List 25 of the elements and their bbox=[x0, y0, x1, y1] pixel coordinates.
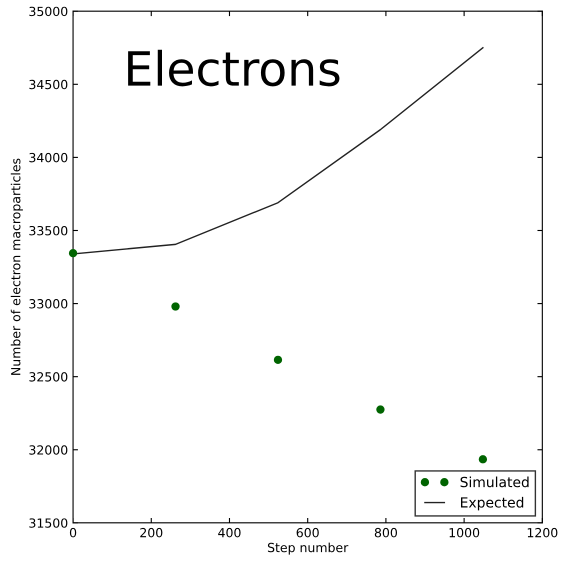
y-tick-label: 33000 bbox=[29, 299, 68, 309]
y-tick-label: 33500 bbox=[29, 226, 68, 236]
point bbox=[274, 356, 282, 364]
x-axis-title: Step number bbox=[268, 542, 348, 555]
x-tick-label: 200 bbox=[140, 528, 162, 538]
legend-label: Simulated bbox=[460, 476, 529, 488]
y-tick-label: 31500 bbox=[29, 518, 68, 528]
y-tick-label: 34000 bbox=[29, 152, 68, 162]
x-tick-label: 800 bbox=[374, 528, 398, 538]
x-tick-label: 600 bbox=[296, 528, 319, 538]
y-tick-label: 35000 bbox=[29, 6, 68, 16]
y-tick-label: 32000 bbox=[29, 445, 68, 455]
point bbox=[478, 455, 488, 464]
x-tick-label: 1200 bbox=[528, 528, 558, 538]
point bbox=[68, 248, 78, 258]
x-tick-label: 0 bbox=[70, 528, 76, 538]
x-tick-label: 400 bbox=[218, 528, 241, 538]
y-axis-title: Number of electron macroparticles bbox=[10, 158, 23, 375]
point bbox=[376, 405, 385, 414]
y-tick-label: 34500 bbox=[29, 80, 68, 90]
x-tick-label: 1000 bbox=[450, 528, 480, 538]
y-tick-label: 32500 bbox=[29, 372, 68, 382]
legend-label: Expected bbox=[461, 496, 524, 510]
annotation: Electrons bbox=[128, 50, 340, 86]
point bbox=[171, 302, 180, 311]
